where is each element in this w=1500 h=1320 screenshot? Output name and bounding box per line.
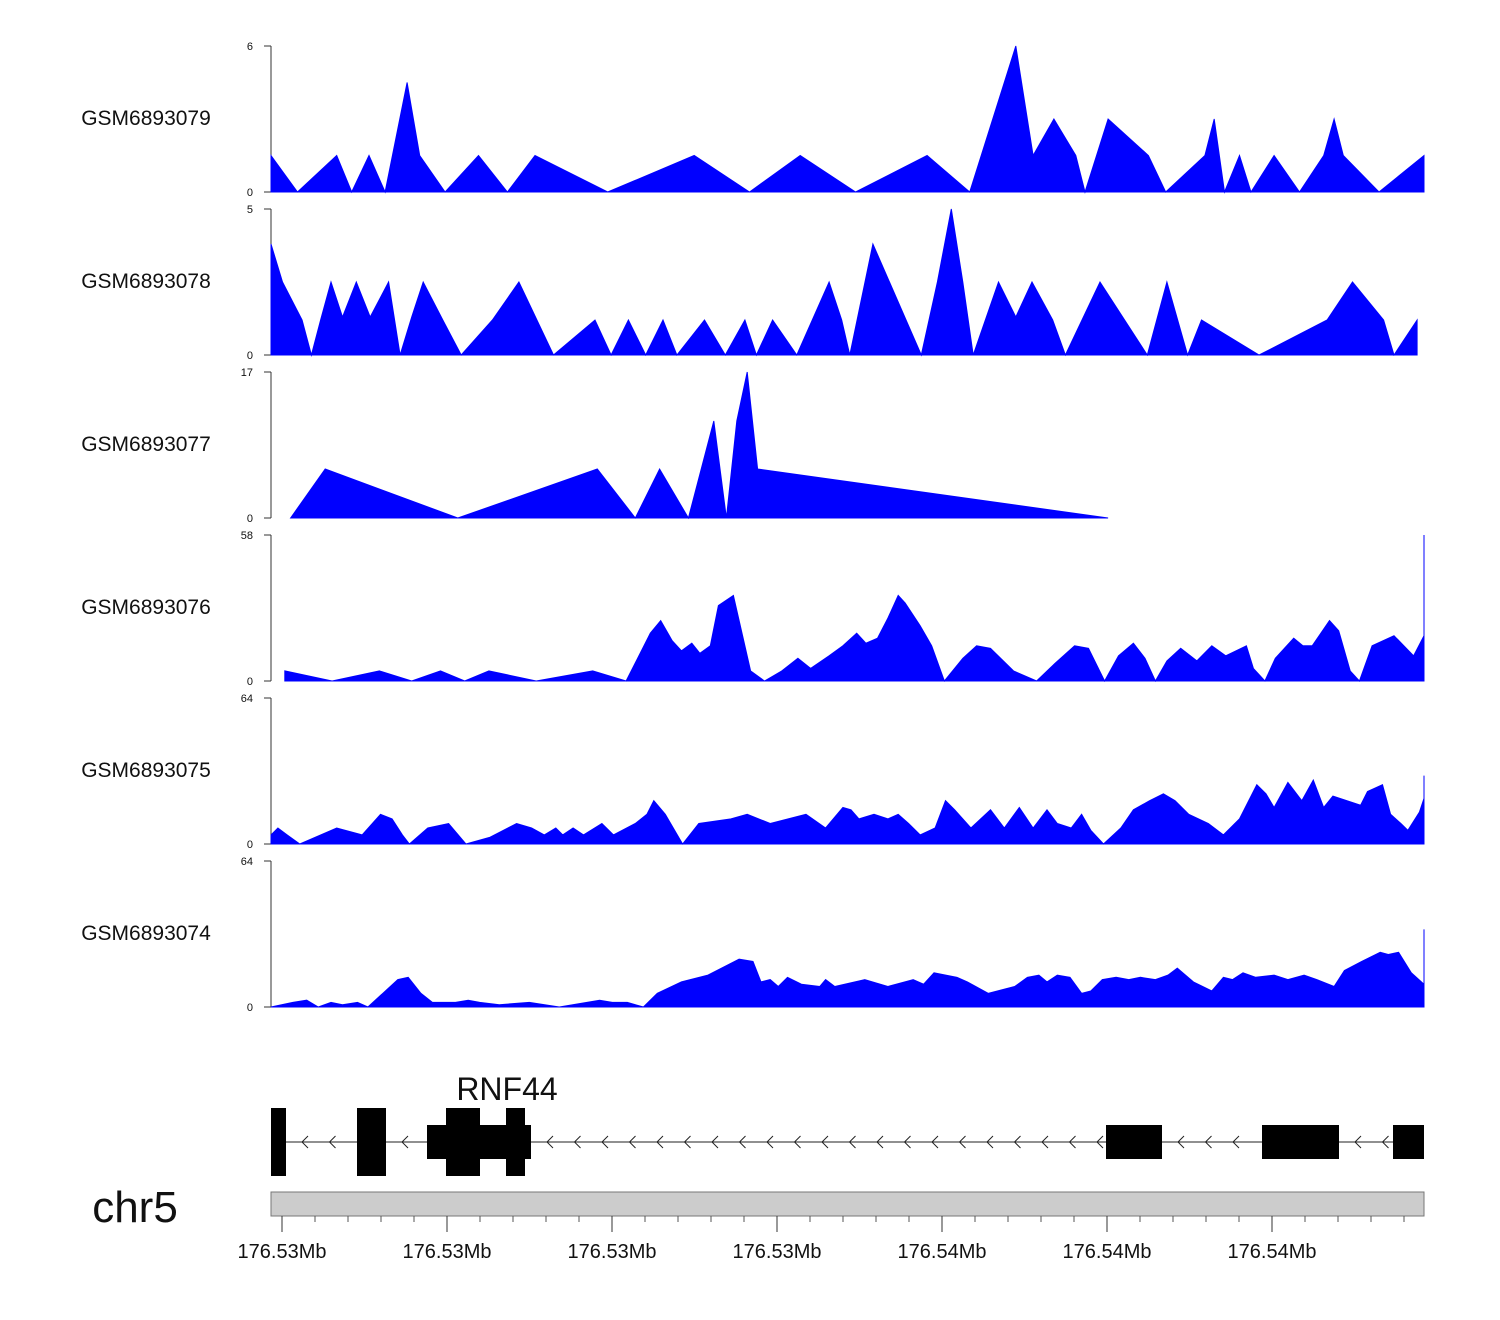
strand-arrow bbox=[986, 1135, 994, 1149]
coverage-track: GSM6893077 17 0 bbox=[81, 367, 1109, 525]
coverage-track: GSM6893078 5 0 bbox=[81, 204, 1418, 362]
coverage-track: GSM6893079 6 0 bbox=[81, 41, 1425, 199]
strand-arrow bbox=[931, 1135, 939, 1149]
axis-minor-ticks bbox=[281, 1216, 1405, 1222]
x-tick-label: 176.54Mb bbox=[1228, 1241, 1317, 1263]
strand-arrow bbox=[738, 1135, 746, 1149]
strand-arrow bbox=[656, 1135, 664, 1149]
coverage-area bbox=[270, 208, 1418, 357]
coverage-area bbox=[270, 45, 1425, 194]
x-tick-label: 176.54Mb bbox=[898, 1241, 987, 1263]
coverage-area bbox=[270, 775, 1425, 845]
gene-exon bbox=[446, 1108, 480, 1176]
strand-arrow bbox=[683, 1135, 691, 1149]
y-tick-label-max: 64 bbox=[241, 693, 253, 705]
gene-exon bbox=[357, 1108, 386, 1176]
strand-arrow bbox=[1041, 1135, 1049, 1149]
coverage-area bbox=[284, 535, 1425, 683]
axis-major-ticks: 176.53Mb 176.53Mb 176.53Mb 176.53Mb 176.54Mb… bbox=[238, 1216, 1317, 1263]
track-label: GSM6893077 bbox=[81, 433, 211, 456]
coverage-track: GSM6893075 64 0 bbox=[81, 693, 1425, 851]
strand-arrow bbox=[301, 1135, 309, 1149]
gene-exon bbox=[506, 1108, 525, 1176]
strand-arrow bbox=[1381, 1135, 1389, 1149]
strand-arrow bbox=[628, 1135, 636, 1149]
track-label: GSM6893079 bbox=[81, 107, 211, 130]
y-tick-label-max: 64 bbox=[241, 856, 253, 868]
y-tick-label-zero: 0 bbox=[247, 676, 253, 688]
strand-arrows bbox=[301, 1135, 1389, 1149]
coverage-track: GSM6893076 58 0 bbox=[81, 530, 1425, 688]
strand-arrow bbox=[958, 1135, 966, 1149]
genome-axis: chr5 176.53Mb 176.53Mb 176.53Mb 176.53Mb 176… bbox=[92, 1183, 1425, 1263]
coverage-area bbox=[289, 371, 1109, 520]
track-label: GSM6893074 bbox=[81, 922, 211, 945]
strand-arrow bbox=[573, 1135, 581, 1149]
track-label: GSM6893078 bbox=[81, 270, 211, 293]
strand-arrow bbox=[848, 1135, 856, 1149]
coverage-track: GSM6893074 64 0 bbox=[81, 856, 1425, 1014]
strand-arrow bbox=[903, 1135, 911, 1149]
strand-arrow bbox=[1177, 1135, 1185, 1149]
coverage-area bbox=[270, 929, 1425, 1008]
strand-arrow bbox=[766, 1135, 774, 1149]
strand-arrow bbox=[1068, 1135, 1076, 1149]
gene-exon bbox=[271, 1108, 286, 1176]
strand-arrow bbox=[821, 1135, 829, 1149]
strand-arrow bbox=[876, 1135, 884, 1149]
chromosome-label: chr5 bbox=[92, 1183, 178, 1232]
y-tick-label-max: 5 bbox=[247, 204, 253, 216]
y-tick-label-zero: 0 bbox=[247, 1002, 253, 1014]
y-tick-label-max: 58 bbox=[241, 530, 253, 542]
gene-exon bbox=[1106, 1125, 1162, 1159]
track-label: GSM6893076 bbox=[81, 596, 211, 619]
strand-arrow bbox=[601, 1135, 609, 1149]
y-tick-label-max: 6 bbox=[247, 41, 253, 53]
y-tick-label-max: 17 bbox=[241, 367, 253, 379]
strand-arrow bbox=[1096, 1135, 1104, 1149]
y-tick-label-zero: 0 bbox=[247, 187, 253, 199]
gene-exon bbox=[1393, 1125, 1424, 1159]
strand-arrow bbox=[1204, 1135, 1212, 1149]
y-tick-label-zero: 0 bbox=[247, 839, 253, 851]
chromosome-bar bbox=[270, 1191, 1425, 1217]
strand-arrow bbox=[546, 1135, 554, 1149]
x-tick-label: 176.53Mb bbox=[733, 1241, 822, 1263]
track-label: GSM6893075 bbox=[81, 759, 211, 782]
strand-arrow bbox=[1013, 1135, 1021, 1149]
strand-arrow bbox=[1232, 1135, 1240, 1149]
strand-arrow bbox=[328, 1135, 336, 1149]
strand-arrow bbox=[1354, 1135, 1362, 1149]
x-tick-label: 176.53Mb bbox=[403, 1241, 492, 1263]
gene-track: RNF44 bbox=[271, 1071, 1424, 1176]
gene-label: RNF44 bbox=[456, 1071, 557, 1107]
strand-arrow bbox=[401, 1135, 409, 1149]
gene-exons bbox=[271, 1108, 1424, 1176]
x-tick-label: 176.53Mb bbox=[238, 1241, 327, 1263]
x-tick-label: 176.53Mb bbox=[568, 1241, 657, 1263]
y-tick-label-zero: 0 bbox=[247, 350, 253, 362]
x-tick-label: 176.54Mb bbox=[1063, 1241, 1152, 1263]
y-tick-label-zero: 0 bbox=[247, 513, 253, 525]
strand-arrow bbox=[711, 1135, 719, 1149]
coverage-tracks: GSM689307960GSM689307850GSM6893077170GSM… bbox=[81, 41, 1425, 1014]
gene-exon bbox=[1262, 1125, 1339, 1159]
strand-arrow bbox=[793, 1135, 801, 1149]
